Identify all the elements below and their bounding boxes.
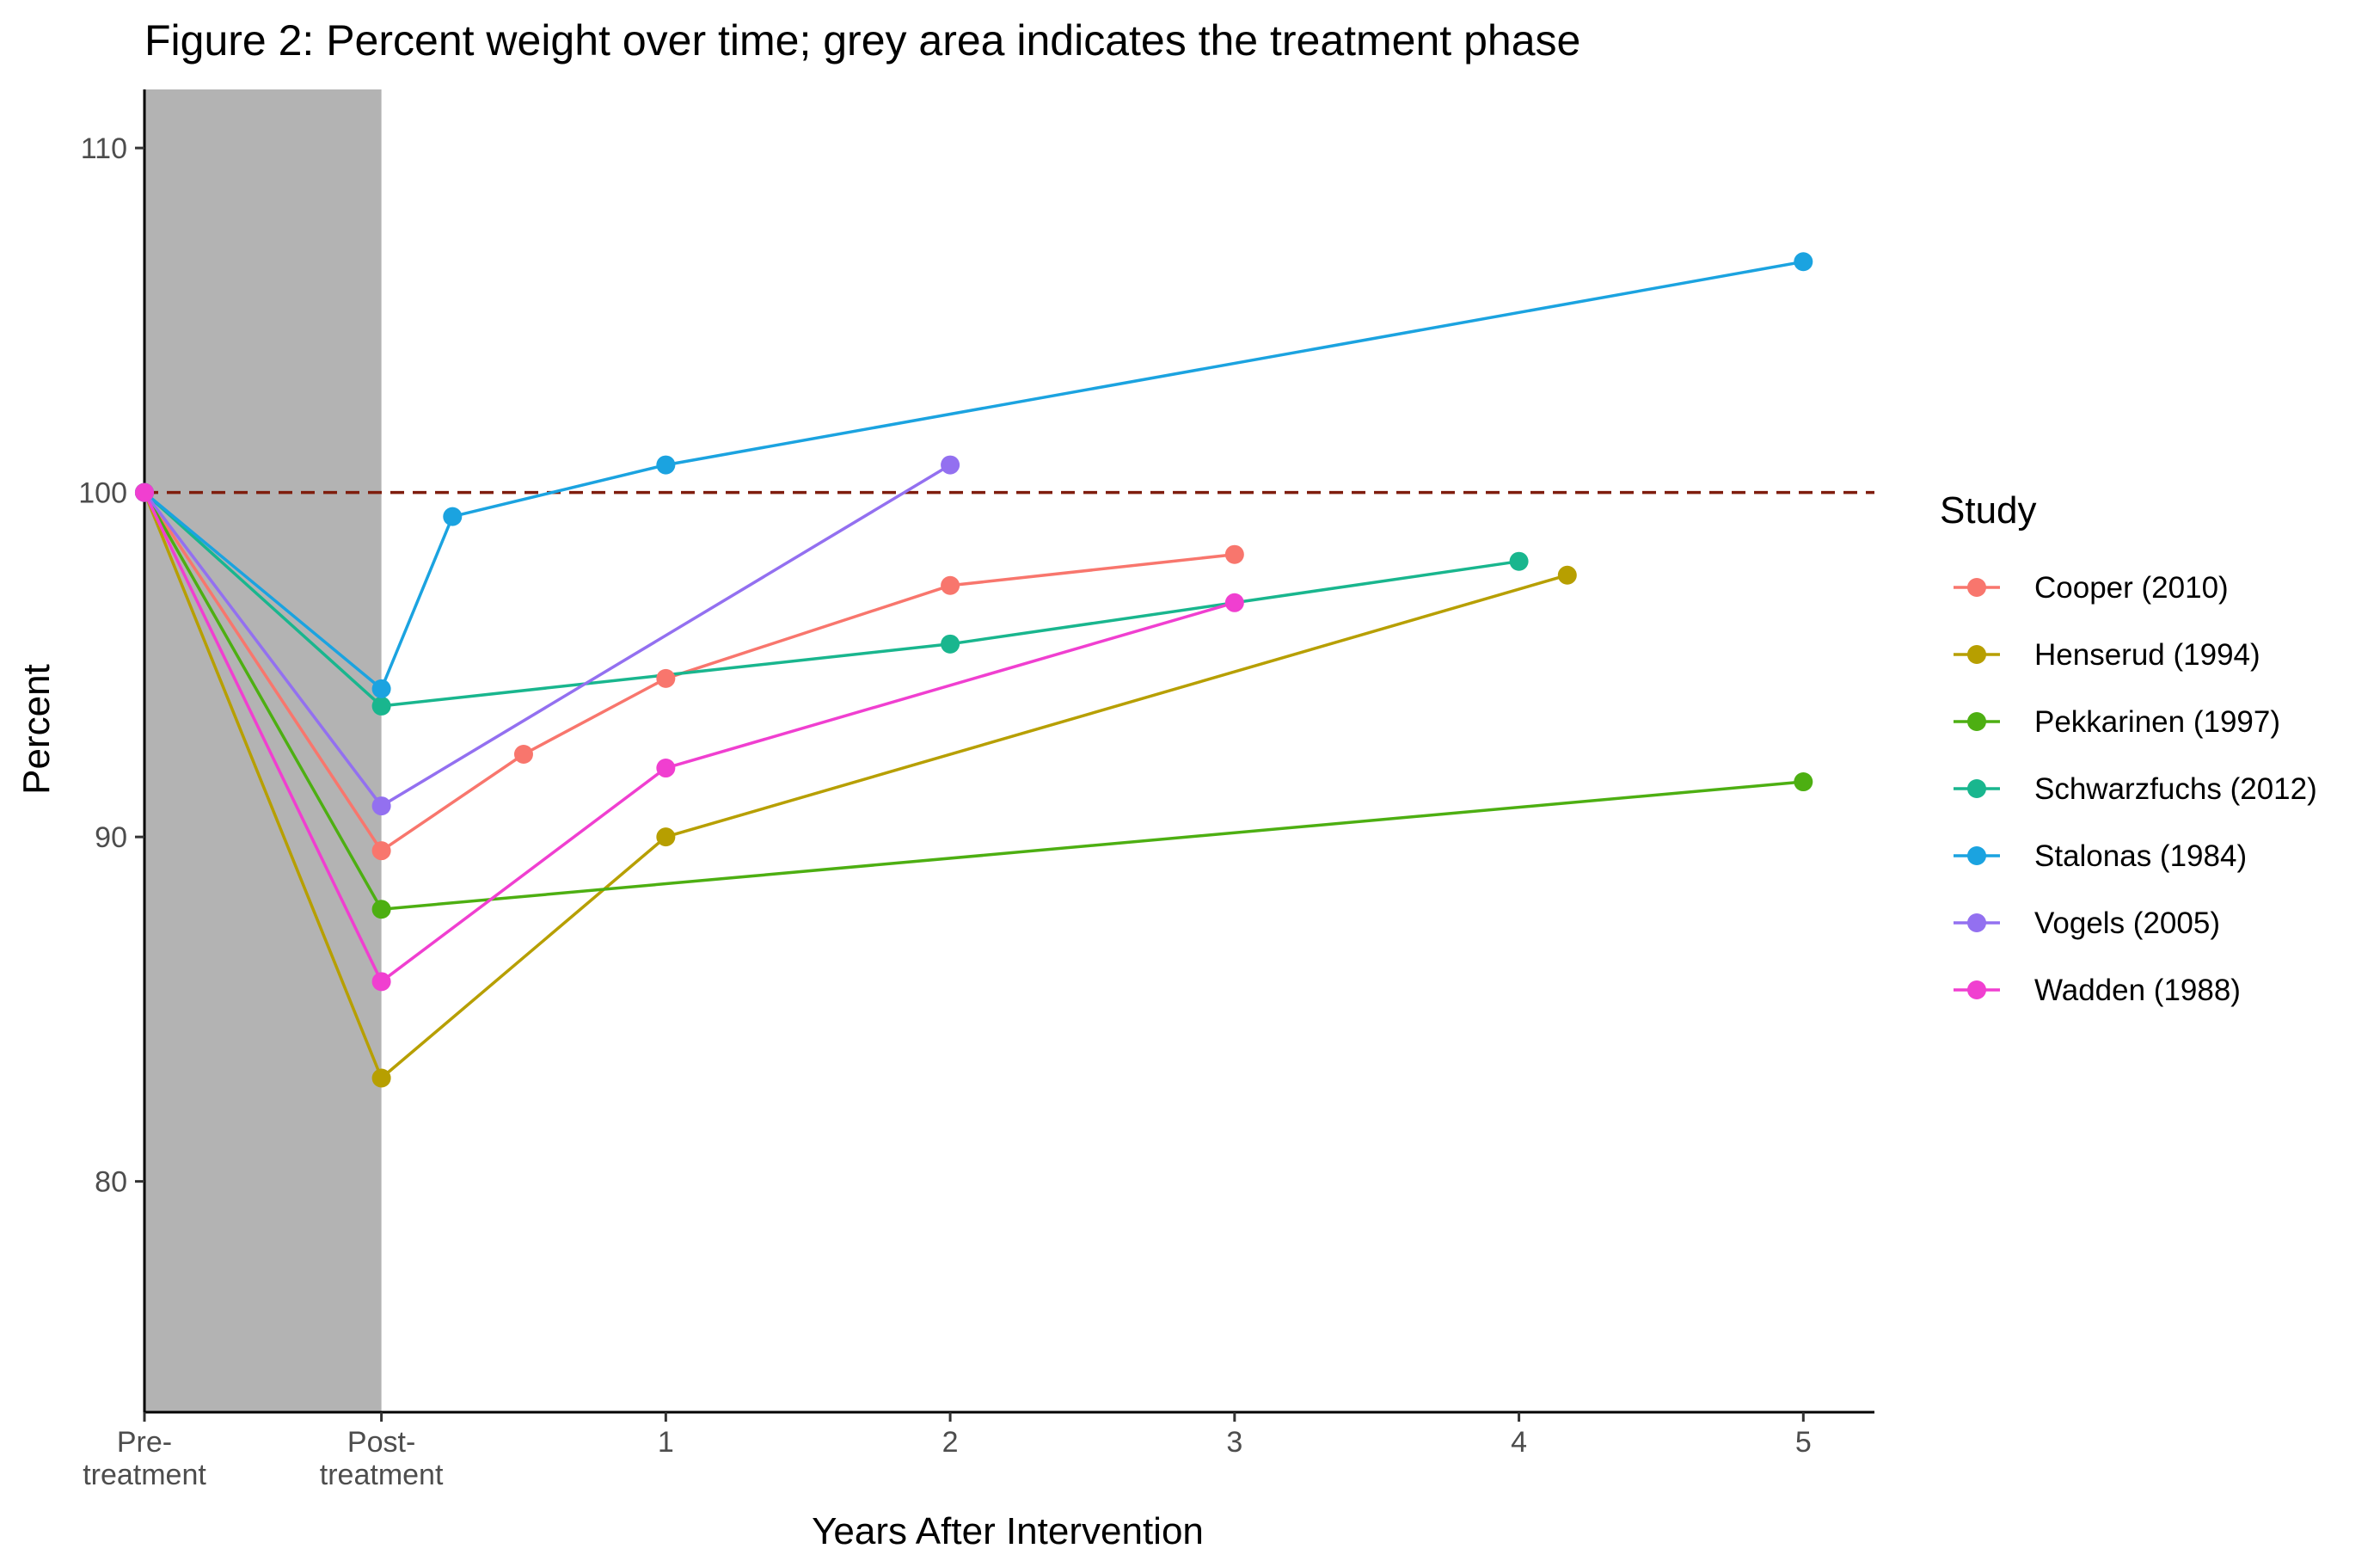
- legend-label-1: Henserud (1994): [2034, 638, 2260, 672]
- data-point-4-1: [371, 679, 391, 698]
- legend-label-2: Pekkarinen (1997): [2034, 705, 2280, 739]
- x-tick-label-line: Post-: [347, 1426, 415, 1459]
- x-tick-label-line: 5: [1795, 1426, 1812, 1459]
- y-tick-label-80: 80: [95, 1166, 127, 1199]
- legend-key-point-3: [1967, 779, 1986, 798]
- x-axis-title: Years After Intervention: [812, 1510, 1204, 1552]
- data-point-4-3: [656, 455, 676, 475]
- series-line-0: [143, 491, 1235, 852]
- data-point-6-3: [1224, 593, 1244, 612]
- series-line-4: [143, 260, 1804, 691]
- x-tick-label-line: treatment: [320, 1459, 444, 1491]
- data-point-6-2: [656, 759, 676, 778]
- data-point-1-3: [1557, 565, 1577, 585]
- x-tick-label-0: Pre-treatment: [83, 1426, 206, 1491]
- legend-label-4: Stalonas (1984): [2034, 839, 2247, 873]
- legend-label-6: Wadden (1988): [2034, 974, 2241, 1007]
- legend-key-point-4: [1967, 846, 1986, 865]
- data-point-1-1: [371, 1068, 391, 1088]
- y-tick-label-90: 90: [95, 821, 127, 854]
- data-point-6-0: [135, 482, 154, 502]
- x-tick-label-2: 1: [658, 1426, 674, 1459]
- data-point-3-1: [371, 696, 391, 716]
- data-point-0-2: [513, 745, 533, 765]
- legend: Study Cooper (2010) Henserud (1994) Pekkar…: [1940, 489, 2317, 1007]
- x-tick-label-5: 4: [1511, 1426, 1527, 1459]
- data-point-5-2: [941, 455, 960, 475]
- x-tick-label-line: 2: [942, 1426, 959, 1459]
- legend-label-0: Cooper (2010): [2034, 571, 2229, 605]
- legend-key-point-1: [1967, 645, 1986, 664]
- data-point-5-1: [371, 796, 391, 816]
- data-point-2-1: [371, 900, 391, 919]
- y-tick-label-110: 110: [81, 132, 127, 165]
- x-tick-label-line: 1: [658, 1426, 674, 1459]
- legend-key-point-5: [1967, 913, 1986, 932]
- series-line-1: [143, 491, 1568, 1080]
- x-tick-label-line: Pre-: [117, 1426, 172, 1459]
- series-line-6: [143, 491, 1236, 984]
- x-tick-label-3: 2: [942, 1426, 959, 1459]
- x-tick-label-6: 5: [1795, 1426, 1812, 1459]
- x-tick-label-line: treatment: [83, 1459, 206, 1491]
- data-point-0-3: [656, 668, 676, 688]
- data-point-2-2: [1794, 772, 1813, 792]
- series-line-2: [143, 491, 1804, 911]
- legend-key-point-0: [1967, 578, 1986, 597]
- data-point-6-1: [371, 972, 391, 992]
- data-point-4-2: [443, 507, 463, 526]
- legend-label-3: Schwarzfuchs (2012): [2034, 772, 2317, 806]
- chart-title: Figure 2: Percent weight over time; grey…: [144, 16, 1580, 65]
- x-tick-label-line: 3: [1226, 1426, 1242, 1459]
- data-point-3-2: [941, 634, 960, 654]
- x-tick-label-1: Post-treatment: [320, 1426, 444, 1491]
- data-point-4-4: [1794, 252, 1813, 272]
- x-tick-label-line: 4: [1511, 1426, 1527, 1459]
- treatment-phase-band: [144, 89, 382, 1412]
- data-point-0-4: [941, 575, 960, 595]
- data-point-0-5: [1224, 544, 1244, 564]
- legend-key-point-2: [1967, 712, 1986, 731]
- data-point-0-1: [371, 841, 391, 861]
- data-point-1-2: [656, 827, 676, 847]
- legend-label-5: Vogels (2005): [2034, 906, 2220, 940]
- y-tick-label-100: 100: [78, 477, 127, 510]
- legend-title: Study: [1940, 489, 2037, 532]
- data-point-3-3: [1509, 551, 1529, 571]
- x-tick-label-4: 3: [1226, 1426, 1242, 1459]
- y-axis-title: Percent: [15, 664, 58, 795]
- legend-key-point-6: [1967, 980, 1986, 999]
